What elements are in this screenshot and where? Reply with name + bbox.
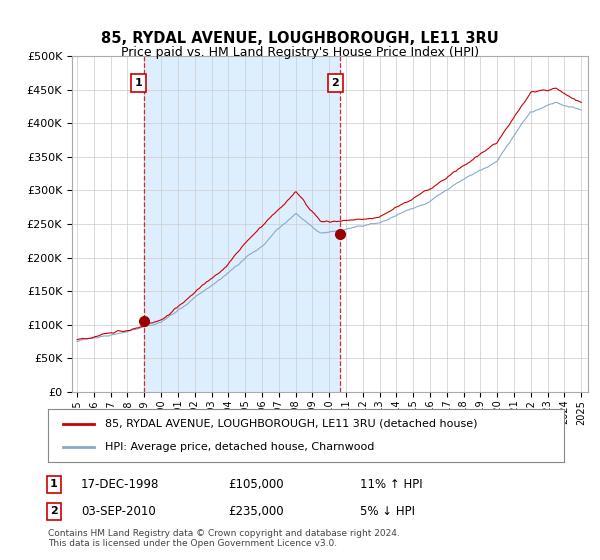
Text: 11% ↑ HPI: 11% ↑ HPI xyxy=(360,478,422,491)
Text: 85, RYDAL AVENUE, LOUGHBOROUGH, LE11 3RU: 85, RYDAL AVENUE, LOUGHBOROUGH, LE11 3RU xyxy=(101,31,499,46)
Text: 5% ↓ HPI: 5% ↓ HPI xyxy=(360,505,415,518)
Text: 03-SEP-2010: 03-SEP-2010 xyxy=(81,505,156,518)
Text: HPI: Average price, detached house, Charnwood: HPI: Average price, detached house, Char… xyxy=(105,442,374,452)
Text: 1: 1 xyxy=(50,479,58,489)
Text: 1: 1 xyxy=(134,78,142,88)
Text: £235,000: £235,000 xyxy=(228,505,284,518)
Text: 85, RYDAL AVENUE, LOUGHBOROUGH, LE11 3RU (detached house): 85, RYDAL AVENUE, LOUGHBOROUGH, LE11 3RU… xyxy=(105,419,477,429)
Text: 2: 2 xyxy=(332,78,339,88)
Bar xyxy=(143,56,340,392)
Text: £105,000: £105,000 xyxy=(228,478,284,491)
Text: 2: 2 xyxy=(50,506,58,516)
Text: Price paid vs. HM Land Registry's House Price Index (HPI): Price paid vs. HM Land Registry's House … xyxy=(121,46,479,59)
Text: Contains HM Land Registry data © Crown copyright and database right 2024.
This d: Contains HM Land Registry data © Crown c… xyxy=(48,529,400,548)
Text: 17-DEC-1998: 17-DEC-1998 xyxy=(81,478,160,491)
